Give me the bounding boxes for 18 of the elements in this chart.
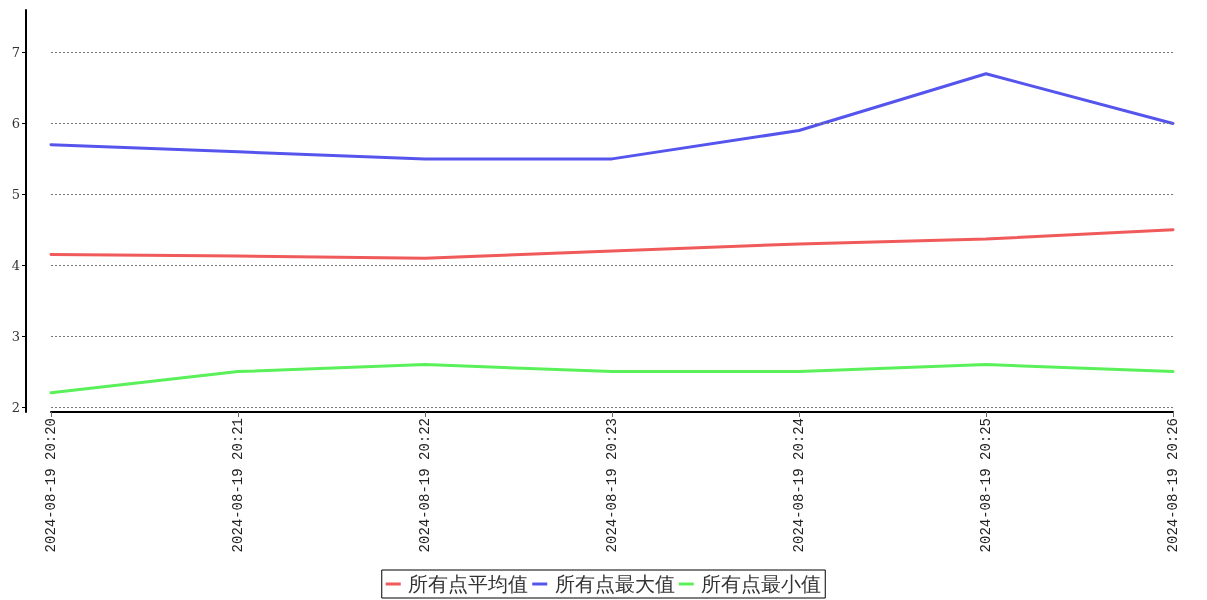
x-tick-label: 2024-08-19 20:21	[230, 418, 246, 553]
y-tick-label: 2	[11, 399, 20, 415]
x-tick-label: 2024-08-19 20:22	[417, 418, 433, 553]
y-tick-label: 4	[11, 257, 20, 273]
x-tick-label: 2024-08-19 20:20	[43, 418, 59, 553]
y-tick-label: 5	[11, 186, 20, 202]
line-series	[49, 228, 1175, 260]
x-tick-label: 2024-08-19 20:24	[791, 418, 807, 553]
line-series	[49, 72, 1175, 161]
y-tick-label: 3	[11, 328, 20, 344]
y-tick-label: 6	[11, 115, 20, 131]
legend-label: 所有点平均值	[408, 572, 529, 596]
x-tick-label: 2024-08-19 20:26	[1165, 418, 1181, 553]
legend-label: 所有点最大值	[554, 572, 675, 596]
y-tick-label: 7	[11, 45, 20, 61]
x-tick-label: 2024-08-19 20:25	[978, 418, 994, 553]
x-tick-label: 2024-08-19 20:23	[604, 418, 620, 553]
legend-label: 所有点最小值	[701, 572, 822, 596]
